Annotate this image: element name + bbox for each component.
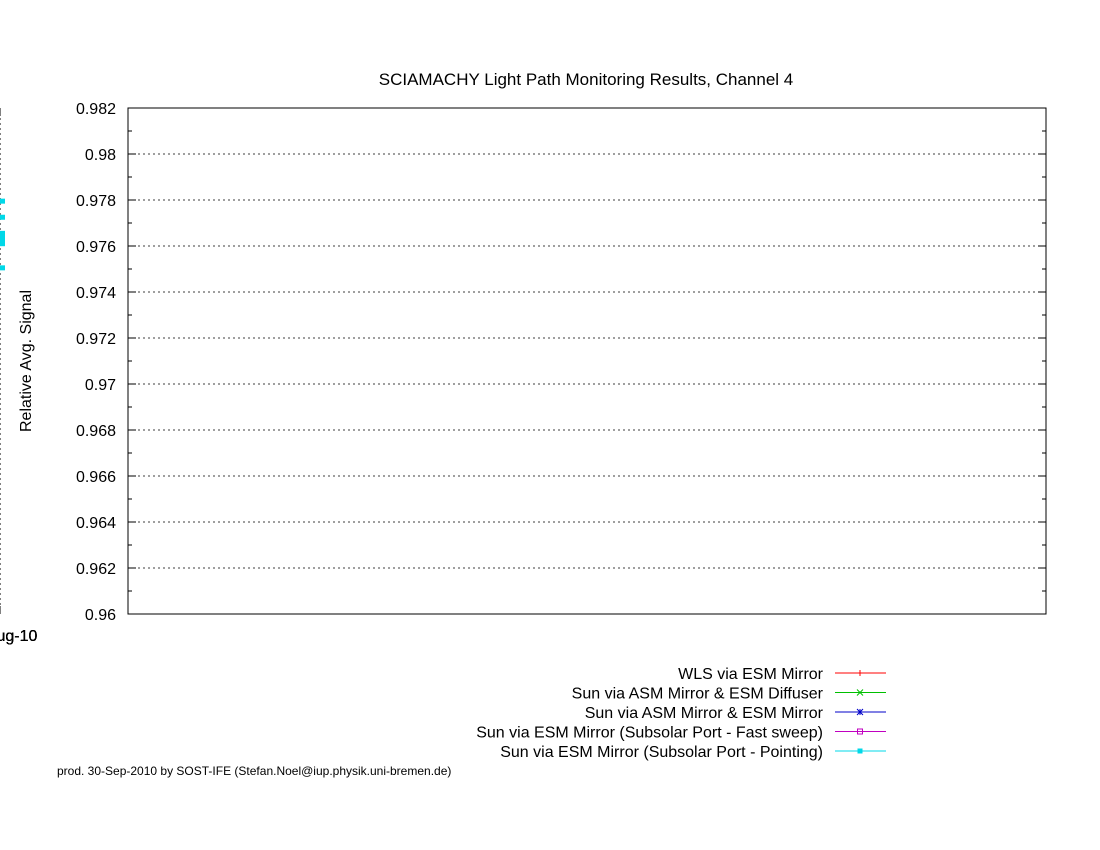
y-axis-label: Relative Avg. Signal xyxy=(18,290,35,432)
marker-shape xyxy=(0,198,5,204)
legend: WLS via ESM Mirror Sun via ASM Mirror & E… xyxy=(476,666,886,761)
footer-credit: prod. 30-Sep-2010 by SOST-IFE (Stefan.No… xyxy=(57,764,451,778)
y-tick-label: 0.97 xyxy=(85,377,116,394)
data-point xyxy=(0,230,5,236)
legend-label: Sun via ASM Mirror & ESM Mirror xyxy=(585,705,824,722)
marker-shape xyxy=(856,689,864,696)
legend-marker xyxy=(857,728,863,735)
legend-marker xyxy=(857,670,863,676)
y-tick-label: 0.978 xyxy=(76,193,116,210)
x-tick-label: 07-Aug-10 xyxy=(0,628,37,645)
marker-shape xyxy=(857,670,863,676)
y-tick-label: 0.976 xyxy=(76,239,116,256)
y-tick-label: 0.974 xyxy=(76,285,116,302)
x-tick-label: 21-Aug-10 xyxy=(0,628,37,645)
series-5 xyxy=(0,198,5,271)
data-point xyxy=(0,198,5,204)
marker-shape xyxy=(0,241,5,247)
marker-shape xyxy=(0,230,5,236)
legend-marker xyxy=(856,689,864,696)
marker-shape xyxy=(0,265,5,271)
y-tick-label: 0.962 xyxy=(76,561,116,578)
data-point xyxy=(0,265,5,271)
data-point xyxy=(0,214,5,220)
y-tick-label: 0.96 xyxy=(85,607,116,624)
data-point xyxy=(0,241,5,247)
y-tick-label: 0.964 xyxy=(76,515,116,532)
legend-marker xyxy=(857,748,863,754)
axis-ticks: 0.96 0.962 0.964 0.966 0.968 0.97 0.972 0.974 0.… xyxy=(0,101,1046,645)
marker-shape xyxy=(856,708,864,716)
y-tick-label: 0.972 xyxy=(76,331,116,348)
series-layer xyxy=(0,199,5,271)
marker-shape xyxy=(857,748,863,754)
x-tick-label: 14-Aug-10 xyxy=(0,628,37,645)
y-tick-label: 0.982 xyxy=(76,101,116,118)
chart-title: SCIAMACHY Light Path Monitoring Results,… xyxy=(379,70,794,89)
legend-marker xyxy=(856,708,864,716)
legend-label: Sun via ASM Mirror & ESM Diffuser xyxy=(572,686,824,703)
marker-shape xyxy=(0,214,5,220)
data-point xyxy=(0,237,5,243)
gridlines xyxy=(0,108,1046,614)
legend-label: Sun via ESM Mirror (Subsolar Port - Poin… xyxy=(500,744,823,761)
legend-label: Sun via ESM Mirror (Subsolar Port - Fast… xyxy=(476,725,823,742)
y-tick-label: 0.968 xyxy=(76,423,116,440)
marker-shape xyxy=(0,237,5,243)
y-tick-label: 0.98 xyxy=(85,147,116,164)
y-tick-label: 0.966 xyxy=(76,469,116,486)
legend-label: WLS via ESM Mirror xyxy=(678,666,824,683)
x-tick-label: 28-Aug-10 xyxy=(0,628,37,645)
marker-shape xyxy=(857,728,863,735)
plot-frame xyxy=(127,107,1047,615)
